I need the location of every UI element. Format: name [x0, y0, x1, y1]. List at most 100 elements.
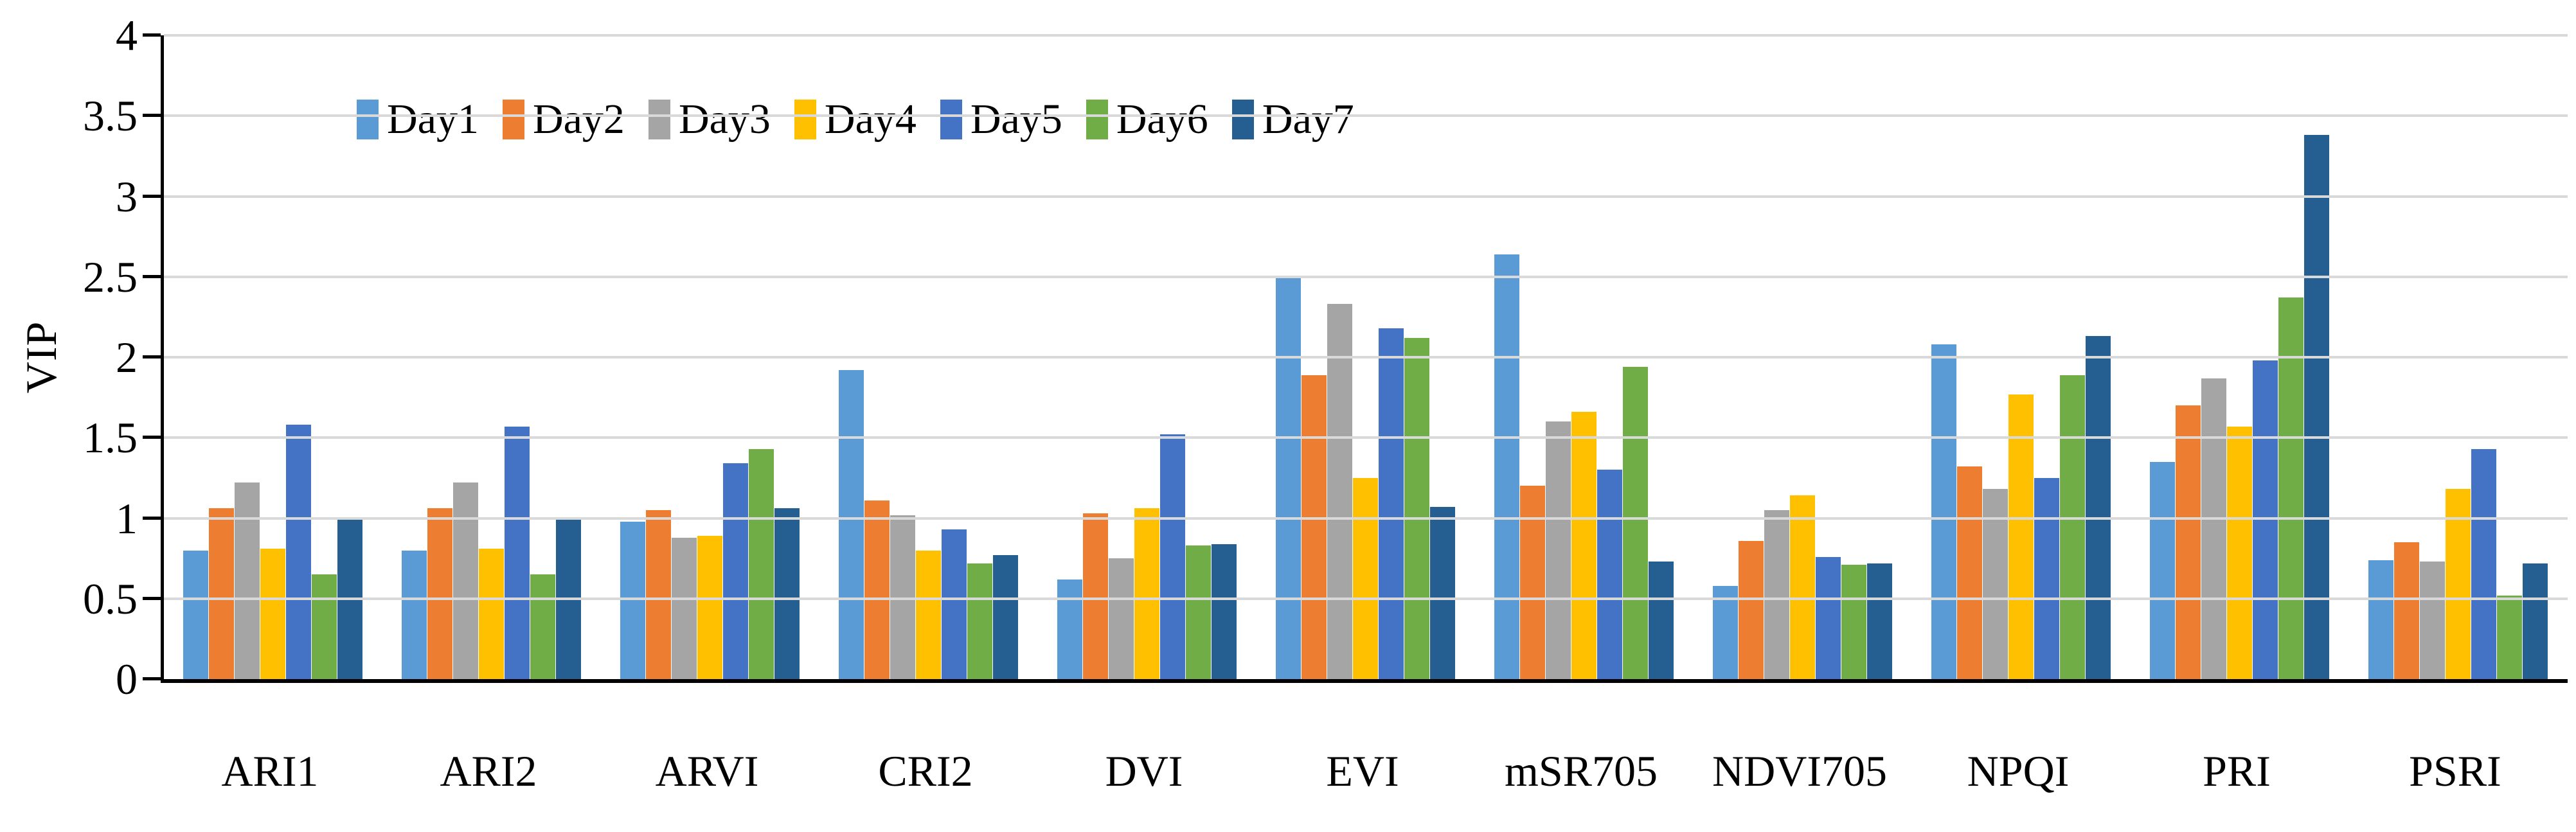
y-tick-label-0: 0 [116, 655, 138, 704]
legend-swatch-Day4 [794, 100, 816, 139]
legend: Day1 Day2 Day3 Day4 Day5 Day6 Day7 [357, 98, 1378, 141]
x-category-label-NDVI705: NDVI705 [1712, 747, 1887, 795]
legend-item-Day2: Day2 [502, 98, 625, 141]
bar-ARI1-Day2 [209, 508, 234, 679]
bar-NPQI-Day2 [1957, 466, 1982, 679]
bar-NDVI705-Day3 [1764, 509, 1789, 679]
bar-DVI-Day1 [1057, 579, 1082, 679]
bar-mSR705-Day6 [1623, 367, 1648, 679]
x-category-label-DVI: DVI [1105, 747, 1183, 795]
bar-ARI1-Day5 [286, 425, 311, 679]
bar-group-ARVI [601, 35, 819, 679]
bar-group-CRI2 [819, 35, 1038, 679]
y-tick-label-1.5: 1.5 [83, 413, 138, 463]
bar-ARI2-Day4 [479, 549, 504, 679]
y-tick-label-3: 3 [116, 172, 138, 221]
bar-NPQI-Day3 [1983, 489, 2008, 679]
bar-group-NPQI [1912, 35, 2131, 679]
bar-PRI-Day4 [2227, 426, 2252, 679]
bar-group-EVI [1257, 35, 1475, 679]
bar-mSR705-Day1 [1494, 254, 1519, 679]
bar-ARI2-Day6 [530, 574, 555, 679]
bar-PSRI-Day3 [2420, 562, 2445, 679]
bar-CRI2-Day5 [942, 529, 967, 679]
bar-EVI-Day5 [1379, 328, 1404, 679]
bar-PRI-Day1 [2150, 461, 2175, 679]
legend-label-Day6: Day6 [1116, 96, 1208, 143]
bar-EVI-Day7 [1430, 506, 1455, 679]
y-tick-mark-1 [143, 516, 161, 520]
bar-ARI2-Day1 [402, 550, 427, 679]
bar-mSR705-Day2 [1520, 486, 1545, 679]
bar-NDVI705-Day2 [1739, 540, 1764, 679]
y-tick-mark-0 [143, 677, 161, 680]
gridline-y-2 [164, 356, 2568, 358]
bar-PSRI-Day1 [2368, 560, 2393, 679]
bar-ARI1-Day6 [312, 574, 337, 679]
y-tick-mark-3.5 [143, 114, 161, 118]
bar-mSR705-Day7 [1649, 562, 1674, 679]
bar-PSRI-Day5 [2471, 448, 2496, 679]
bar-DVI-Day2 [1083, 513, 1108, 679]
gridline-y-2.5 [164, 275, 2568, 278]
gridline-y-4 [164, 34, 2568, 37]
y-tick-label-1: 1 [116, 493, 138, 543]
bar-ARI1-Day3 [235, 482, 260, 679]
gridline-y-1 [164, 517, 2568, 520]
x-category-label-ARI1: ARI1 [221, 747, 319, 795]
y-tick-label-2: 2 [116, 333, 138, 382]
bar-CRI2-Day4 [916, 550, 941, 679]
legend-swatch-Day3 [648, 100, 670, 139]
bar-ARVI-Day2 [646, 509, 671, 679]
x-category-label-ARVI: ARVI [655, 747, 759, 795]
x-category-label-PRI: PRI [2203, 747, 2271, 795]
bar-DVI-Day5 [1160, 434, 1185, 679]
bar-PSRI-Day6 [2497, 595, 2522, 679]
bar-NDVI705-Day4 [1790, 495, 1815, 679]
bars-container [164, 35, 2568, 679]
gridline-y-3.5 [164, 114, 2568, 118]
bar-CRI2-Day3 [890, 515, 915, 679]
bar-ARVI-Day1 [620, 521, 645, 679]
legend-label-Day4: Day4 [824, 96, 917, 143]
bar-group-ARI2 [382, 35, 601, 679]
legend-item-Day1: Day1 [357, 98, 479, 141]
y-tick-mark-1.5 [143, 436, 161, 439]
y-tick-mark-2 [143, 355, 161, 358]
x-category-label-mSR705: mSR705 [1504, 747, 1658, 795]
bar-EVI-Day6 [1404, 337, 1429, 679]
x-category-label-EVI: EVI [1326, 747, 1399, 795]
bar-EVI-Day2 [1301, 375, 1327, 679]
bar-ARI2-Day2 [427, 508, 452, 679]
legend-item-Day5: Day5 [940, 98, 1062, 141]
legend-swatch-Day2 [502, 100, 524, 139]
bar-group-ARI1 [164, 35, 382, 679]
bar-NDVI705-Day7 [1867, 563, 1892, 679]
bar-group-PSRI [2349, 35, 2568, 679]
bar-NPQI-Day7 [2086, 336, 2111, 679]
bar-EVI-Day4 [1353, 477, 1378, 679]
x-category-label-NPQI: NPQI [1967, 747, 2070, 795]
bar-CRI2-Day7 [993, 555, 1018, 679]
gridline-y-1.5 [164, 436, 2568, 439]
gridline-y-0.5 [164, 597, 2568, 600]
bar-mSR705-Day3 [1546, 421, 1571, 679]
bar-ARVI-Day6 [749, 448, 774, 679]
bar-NPQI-Day6 [2060, 375, 2085, 679]
bar-PSRI-Day2 [2394, 542, 2419, 679]
x-axis-category-labels: ARI1 ARI2 ARVI CRI2 DVI EVI mSR705 NDVI705 NPQI P… [161, 745, 2564, 798]
bar-CRI2-Day1 [839, 370, 864, 679]
x-category-label-PSRI: PSRI [2409, 747, 2501, 795]
bar-group-PRI [2131, 35, 2349, 679]
bar-PSRI-Day4 [2446, 489, 2471, 679]
bar-PSRI-Day7 [2523, 563, 2548, 679]
legend-label-Day1: Day1 [387, 96, 479, 143]
bar-group-NDVI705 [1694, 35, 1912, 679]
legend-label-Day5: Day5 [970, 96, 1062, 143]
gridline-y-3 [164, 195, 2568, 198]
bar-NPQI-Day4 [2008, 394, 2034, 679]
bar-ARVI-Day7 [774, 508, 800, 679]
bar-DVI-Day7 [1212, 544, 1237, 679]
bar-ARVI-Day3 [672, 537, 697, 679]
